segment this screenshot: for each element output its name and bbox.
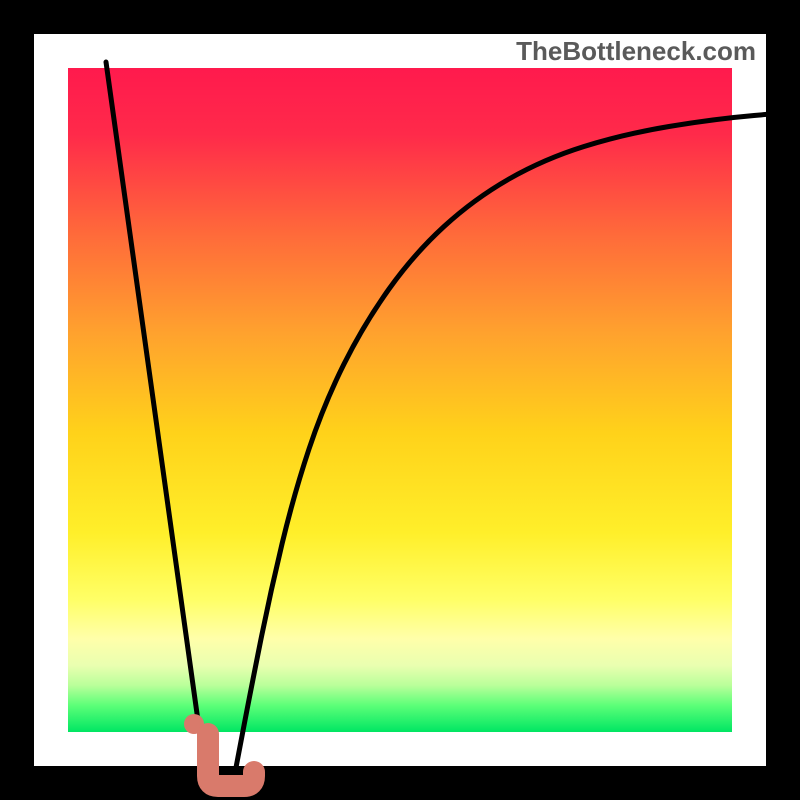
chart-frame: TheBottleneck.com xyxy=(0,0,800,800)
bottleneck-chart-svg xyxy=(68,68,800,800)
left-descending-line xyxy=(106,62,206,778)
watermark-text: TheBottleneck.com xyxy=(516,36,756,67)
right-ascending-curve xyxy=(234,112,794,778)
marker-elbow-icon xyxy=(208,734,254,786)
